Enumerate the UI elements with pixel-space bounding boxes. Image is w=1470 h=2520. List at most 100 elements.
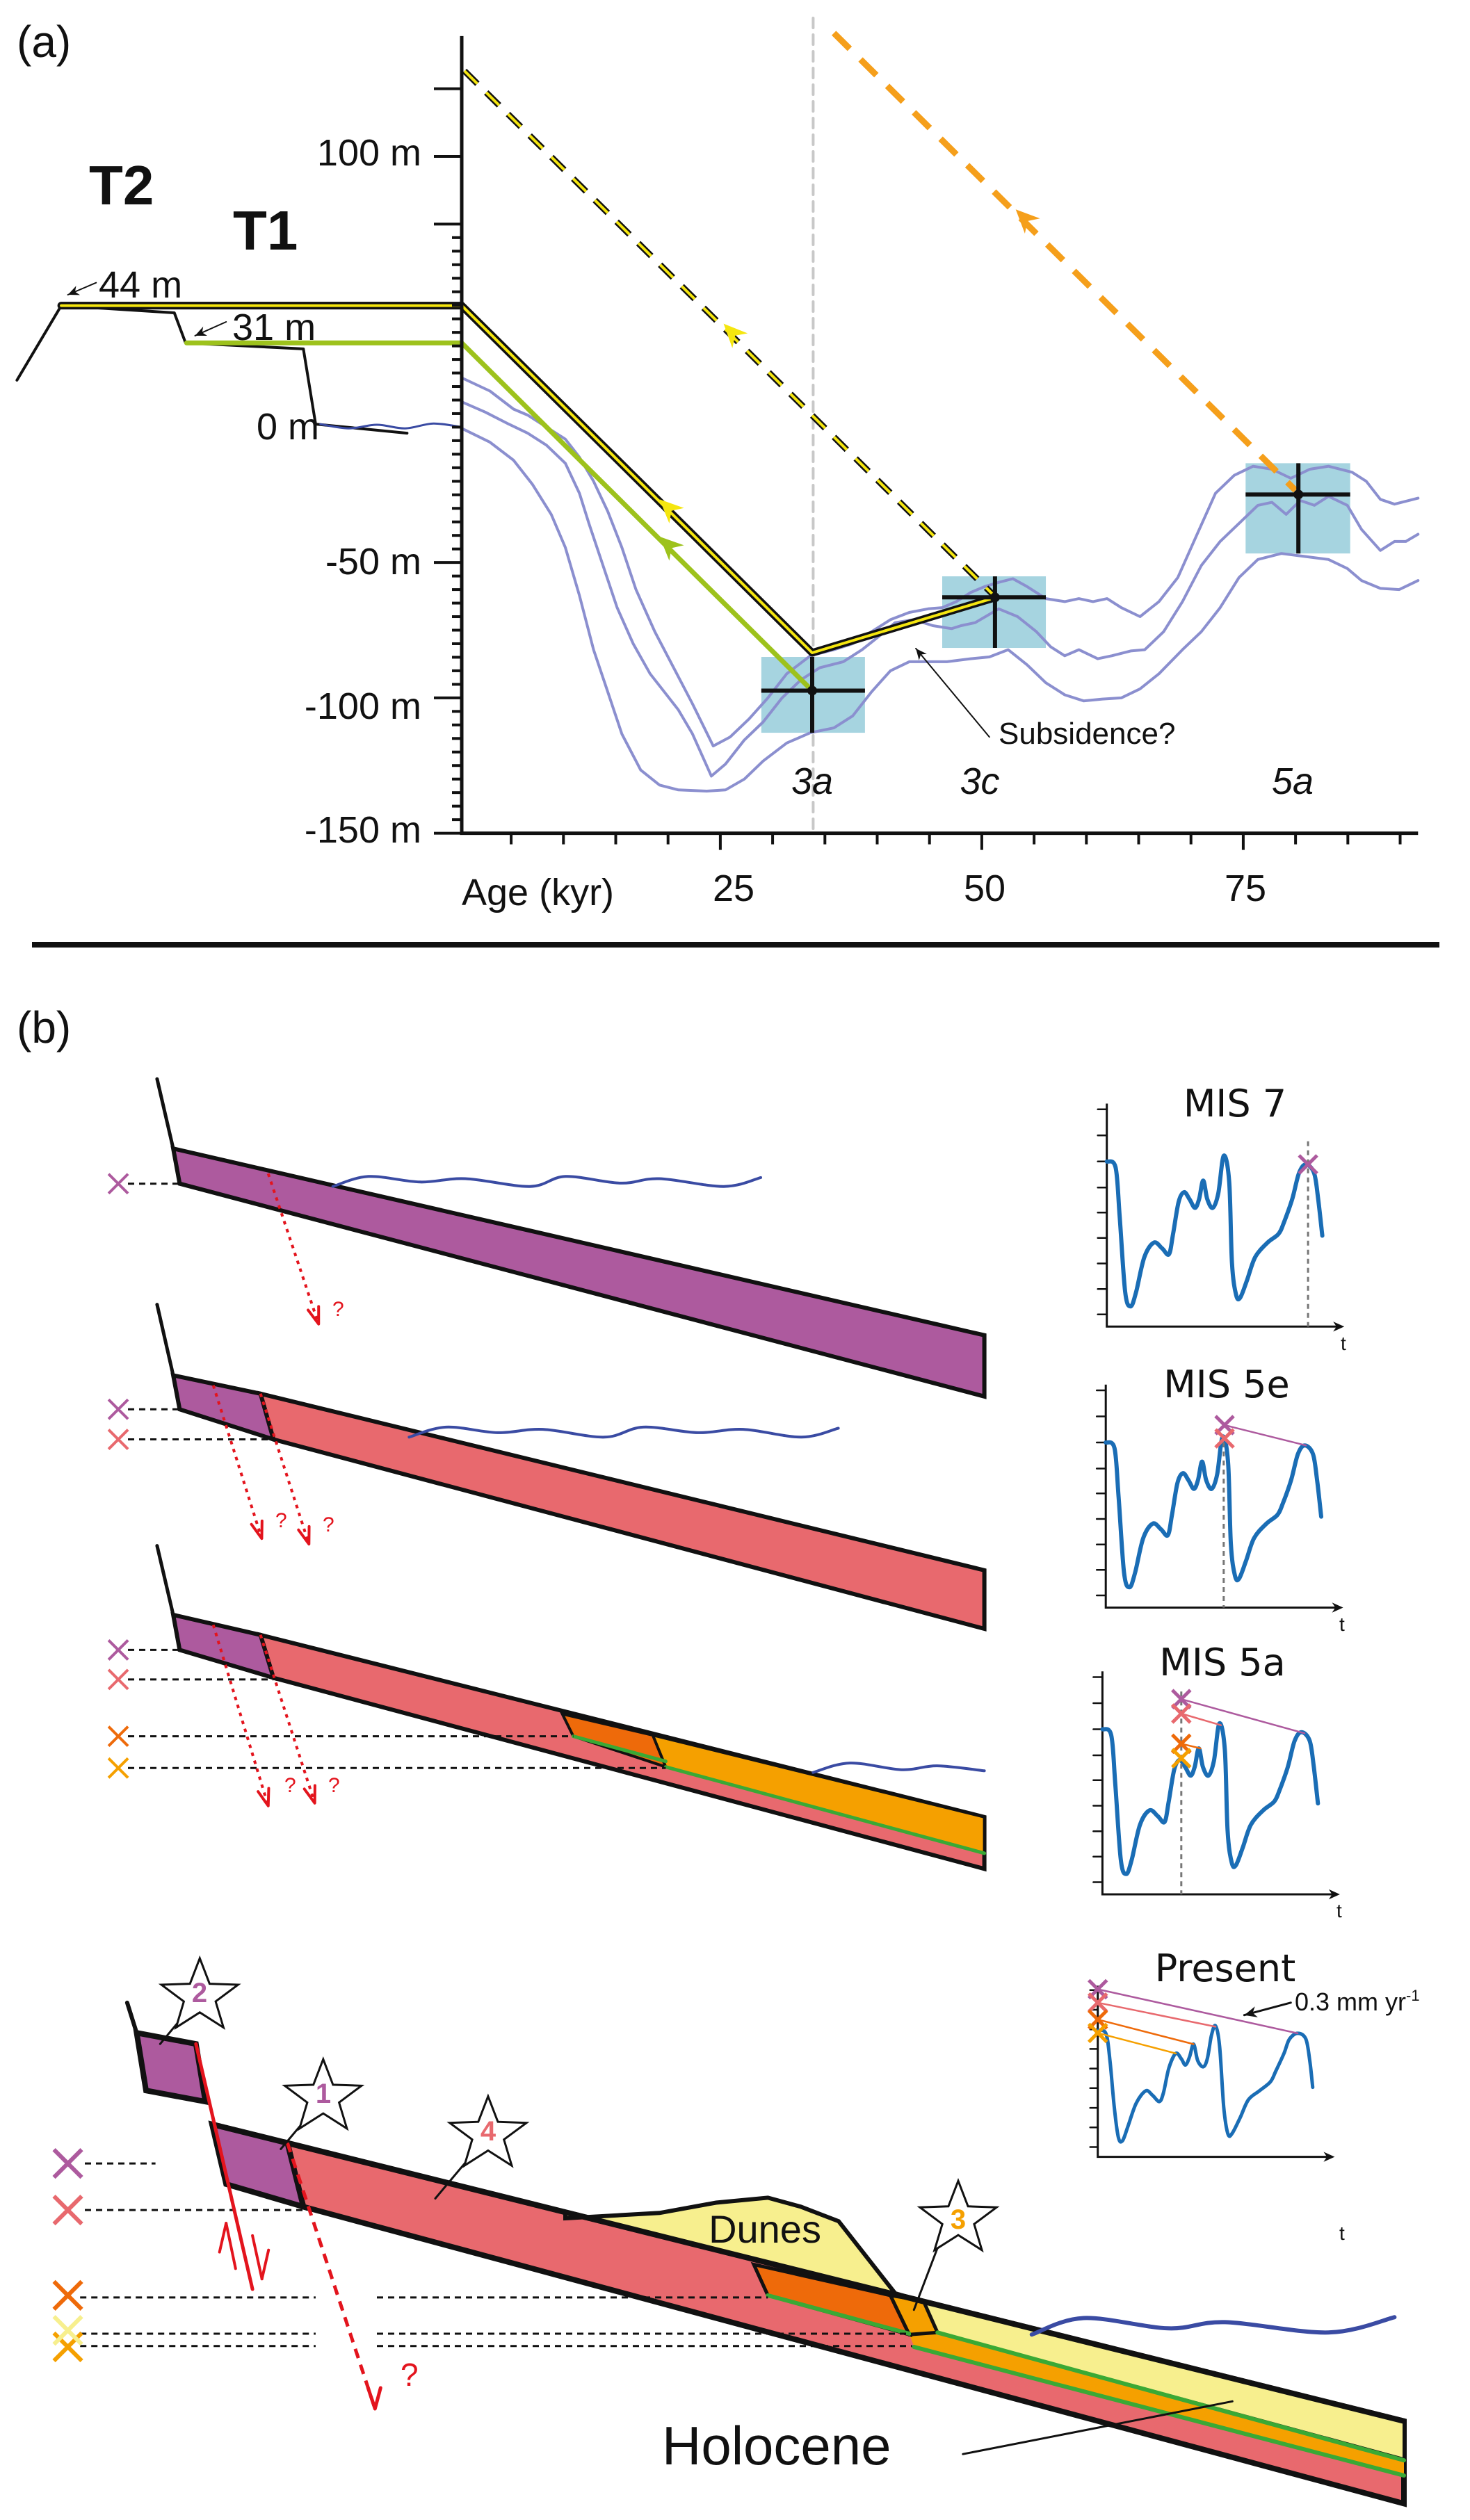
star-2-icon	[158, 1955, 241, 2031]
row3-marker-mis7-icon	[107, 1639, 129, 1661]
uplift-rate-label: 0.3 mm yr-1	[1295, 1987, 1420, 2016]
row3-marker-mis5e-icon	[107, 1668, 129, 1691]
inset-title-mis5a: MIS 5a	[1159, 1641, 1285, 1684]
present-green-layer-1	[766, 2293, 912, 2336]
present-green-layer-2	[935, 2330, 1406, 2463]
question-mark: ?	[332, 1298, 344, 1321]
y-tick-label-minus150: -150 m	[305, 809, 421, 851]
present-cliff	[124, 2000, 139, 2035]
row3-cliff	[155, 1544, 175, 1617]
inset-sea-level-curve-present	[1096, 2024, 1315, 2144]
star-number-3: 3	[951, 2204, 966, 2235]
fault-motion-down-barb-icon	[260, 2248, 270, 2281]
uplift-rate-value: 0.3 mm yr	[1295, 1987, 1406, 2016]
question-mark: ?	[328, 1774, 340, 1797]
stage-label-3c: 3c	[960, 761, 999, 802]
row2-marker-mis5e-icon	[107, 1429, 129, 1450]
row1-cliff	[155, 1077, 175, 1151]
present-link-mis5a	[1097, 2032, 1177, 2055]
inset-sea-level-curve-mis5a	[1100, 1721, 1320, 1876]
x-axis-title: Age (kyr)	[462, 872, 614, 913]
inset-axis-t-mis5a: t	[1336, 1900, 1342, 1921]
subsidence-annotation: Subsidence?	[999, 717, 1175, 751]
y-tick-label-100: 100 m	[317, 132, 421, 174]
question-mark: ?	[323, 1513, 334, 1536]
mis5a-marker-mis5e-icon	[1171, 1703, 1192, 1724]
row1-sea-wave	[331, 1175, 762, 1188]
row3-marker-mis5a-icon	[107, 1757, 129, 1779]
mis5a-link-mis5e	[1180, 1712, 1222, 1726]
present-sea-wave	[1029, 2315, 1397, 2337]
row3-marker-mis5c-icon	[107, 1725, 129, 1748]
subsidence-arrow-head-icon	[916, 648, 927, 660]
sea-level-curve-upper	[460, 376, 1420, 748]
t2-line-arrow-icon	[659, 499, 684, 523]
y-tick-label-0: 0 m	[257, 406, 319, 448]
t1-line-arrow-icon	[659, 536, 684, 561]
panel-b-label: (b)	[17, 1002, 71, 1052]
panel-a-chart	[15, 17, 1420, 850]
t1-line	[184, 340, 815, 693]
inset-title-mis7: MIS 7	[1184, 1082, 1286, 1125]
inferred-fault	[285, 2142, 377, 2409]
row3-sea-wave	[811, 1762, 986, 1774]
row1-marker-mis7-icon	[107, 1173, 129, 1195]
star-numbers: 2 1 4 3	[192, 1978, 966, 2235]
mis-5a-projection-dashed	[832, 31, 1298, 493]
row2-fault-arrow-1-head-icon	[250, 1519, 264, 1541]
t1-elevation-arrow-head-icon	[195, 326, 207, 336]
inset-axes-present	[1097, 1985, 1331, 2159]
t1-elevation-label: 31 m	[232, 307, 316, 348]
holocene-label: Holocene	[662, 2415, 891, 2476]
uplift-rate-arrow-head-icon	[1244, 2006, 1258, 2017]
t2-line	[60, 304, 998, 654]
row2-fault-arrow-2-head-icon	[297, 1525, 311, 1546]
panel-b-diagram	[80, 1077, 1407, 2507]
mis5e-link-mis7	[1223, 1424, 1307, 1447]
inset-axis-t-mis5e: t	[1339, 1613, 1345, 1635]
question-mark: ?	[275, 1509, 287, 1532]
mis5e-marker-mis5e-icon	[1214, 1428, 1235, 1449]
star-3-icon	[916, 2178, 1000, 2253]
inferred-fault-arrow-icon	[366, 2386, 382, 2411]
figure-graphics	[15, 17, 1439, 2507]
present-marker-mis5e-icon	[52, 2195, 83, 2226]
inset-axis-t-mis7: t	[1341, 1333, 1346, 1354]
star-number-2: 2	[192, 1978, 207, 2008]
subsidence-arrow	[915, 647, 990, 738]
star-leader-line-4	[434, 2160, 468, 2200]
row2-fault-arrow-2	[259, 1393, 311, 1545]
inset-axis-arrow-icon-mis5a	[1328, 1889, 1340, 1900]
row3-fault-arrow-1-head-icon	[257, 1787, 270, 1807]
star-leader-line-3	[912, 2247, 939, 2311]
fault-motion-down	[251, 2234, 264, 2281]
stage-label-3a: 3a	[791, 761, 833, 802]
row3-mis7-terrace	[170, 1611, 277, 1681]
crosshair-dot-undefined	[990, 592, 1000, 603]
present-marker-mis5c-icon	[52, 2279, 83, 2311]
inset-axis-t-present: t	[1339, 2222, 1345, 2244]
panel-a-label: (a)	[17, 17, 71, 67]
star-1-icon	[282, 2056, 365, 2131]
present-link-mis5e	[1097, 2001, 1217, 2028]
row1-mis7-terrace	[170, 1146, 987, 1399]
row2-mis7-terrace	[170, 1372, 277, 1443]
inset-axes-mis5a	[1101, 1671, 1336, 1896]
inset-axis-arrow-icon-mis5e	[1332, 1602, 1343, 1613]
panel-a-text: (a) 100 m 0 m -50 m -100 m -150 m Age (k…	[17, 17, 1314, 913]
x-tick-label-75: 75	[1225, 868, 1266, 909]
row2-mis5e-terrace	[257, 1390, 987, 1632]
row3-fault-arrow-1	[211, 1624, 270, 1807]
row1-fault-arrow	[266, 1173, 321, 1325]
mis-5a-projection-arrow-icon	[1015, 209, 1040, 234]
present-sea-level-wave	[319, 422, 463, 430]
fault-motion-up	[225, 2222, 237, 2270]
present-mis7-upper-block	[133, 2029, 209, 2106]
question-mark: ?	[284, 1774, 296, 1797]
row3-green-layer-2	[663, 1765, 987, 1855]
inset-title-present: Present	[1155, 1946, 1296, 1990]
star-leader-line-1	[280, 2123, 303, 2150]
stage-label-5a: 5a	[1272, 761, 1314, 802]
present-marker-mis5a-icon	[1087, 2022, 1108, 2044]
